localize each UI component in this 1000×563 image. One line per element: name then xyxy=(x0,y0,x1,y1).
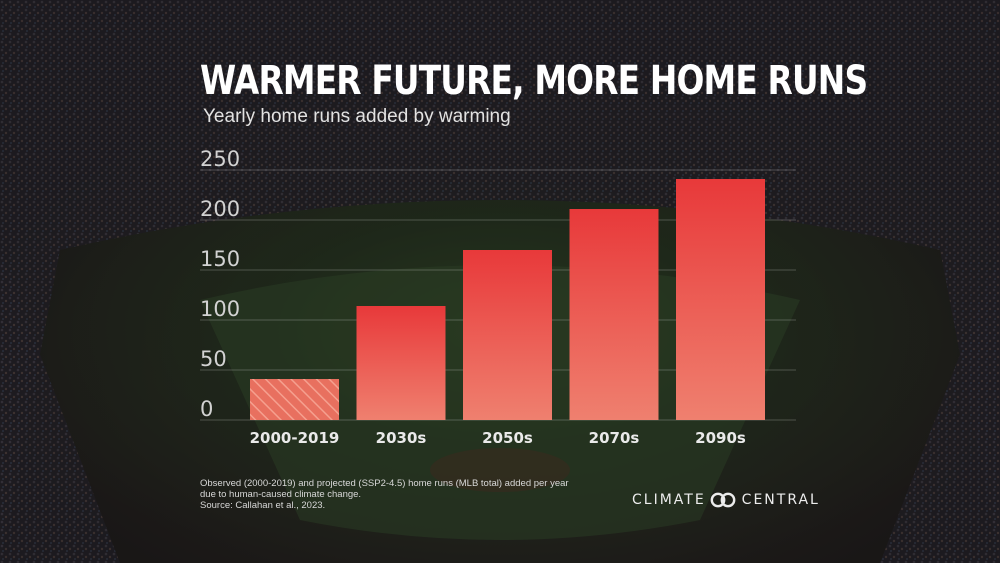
x-tick-label: 2000-2019 xyxy=(250,429,340,447)
bars xyxy=(250,179,765,420)
x-tick-label: 2030s xyxy=(376,429,427,447)
bar-2030s xyxy=(356,306,446,420)
footnote-source: Source: Callahan et al., 2023. xyxy=(200,500,326,511)
brand-name-left: CLIMATE xyxy=(632,492,706,508)
y-tick-label: 250 xyxy=(200,147,240,171)
brand-name-right: CENTRAL xyxy=(741,492,820,508)
x-tick-label: 2090s xyxy=(695,429,746,447)
x-tick-label: 2050s xyxy=(482,429,533,447)
bar-2050s xyxy=(463,250,552,420)
y-tick-label: 100 xyxy=(200,297,240,321)
footnote: Observed (2000-2019) and projected (SSP2… xyxy=(200,478,580,511)
y-tick-label: 150 xyxy=(200,247,240,271)
footnote-description: Observed (2000-2019) and projected (SSP2… xyxy=(200,478,569,500)
y-tick-label: 50 xyxy=(200,347,227,371)
bar-2000-2019 xyxy=(250,379,339,420)
x-axis-tick-labels: 2000-2019 2030s 2050s 2070s 2090s xyxy=(250,429,746,447)
chart-subtitle: Yearly home runs added by warming xyxy=(203,106,511,127)
climate-central-logo-icon xyxy=(710,492,736,508)
chart-title: WARMER FUTURE, MORE HOME RUNS xyxy=(200,58,868,104)
climate-central-logo: CLIMATE CENTRAL xyxy=(632,492,820,508)
y-axis-tick-labels: 0 50 100 150 200 250 xyxy=(200,147,240,421)
y-tick-label: 0 xyxy=(200,397,213,421)
y-tick-label: 200 xyxy=(200,197,240,221)
x-tick-label: 2070s xyxy=(589,429,640,447)
bar-2090s xyxy=(676,179,765,420)
bar-2070s xyxy=(569,209,659,420)
